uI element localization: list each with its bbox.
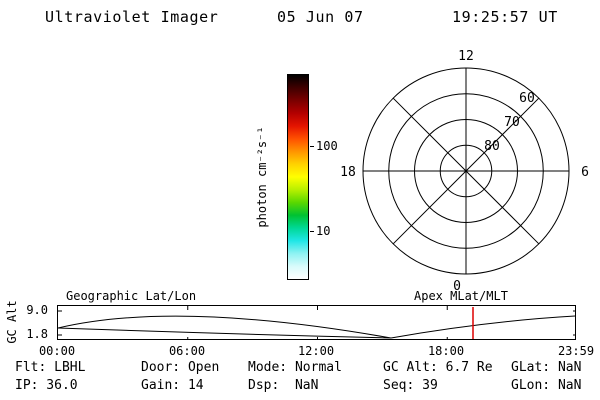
status-door: Door: Open: [141, 360, 220, 375]
status-gain: Gain: 14: [141, 378, 204, 393]
mlt-label-6: 6: [581, 165, 589, 180]
colorbar: [287, 74, 309, 280]
colorbar-tick-label-10: 10: [316, 224, 331, 238]
x-tick-0600: 06:00: [168, 344, 206, 358]
status-ip: IP: 36.0: [15, 378, 78, 393]
lat-label-70: 70: [504, 115, 520, 130]
lat-label-60: 60: [519, 91, 535, 106]
status-glat: GLat: NaN: [511, 360, 582, 375]
header-date: 05 Jun 07: [277, 8, 364, 26]
polar-plot: 12 18 6 0 60 70 80: [340, 49, 589, 294]
colorbar-tick-mark-100: [310, 146, 314, 147]
status-gc-alt: GC Alt: 6.7 Re: [383, 360, 493, 375]
header-time: 19:25:57 UT: [452, 8, 558, 26]
strip-y-tick-bottom: 1.8: [26, 327, 48, 341]
x-tick-0000: 00:00: [38, 344, 76, 358]
gc-alt-curve: [58, 315, 575, 339]
strip-axis-ticks: [58, 306, 575, 339]
polar-spoke-diagonal-2: [392, 97, 540, 245]
colorbar-tick-label-100: 100: [316, 139, 338, 153]
colorbar-units-label: photon cm⁻²s⁻¹: [255, 126, 269, 228]
status-mode: Mode: Normal: [248, 360, 342, 375]
strip-right-title: Apex MLat/MLT: [414, 289, 508, 303]
x-tick-1800: 18:00: [427, 344, 465, 358]
app-title: Ultraviolet Imager: [45, 8, 219, 26]
mlt-label-0: 0: [453, 279, 461, 294]
x-tick-1200: 12:00: [297, 344, 335, 358]
colorbar-tick-mark-10: [310, 231, 314, 232]
strip-y-tick-top: 9.0: [26, 303, 48, 317]
status-flt: Flt: LBHL: [15, 360, 86, 375]
status-dsp: Dsp: NaN: [248, 378, 319, 393]
status-seq: Seq: 39: [383, 378, 438, 393]
status-glon: GLon: NaN: [511, 378, 582, 393]
mlt-label-18: 18: [340, 165, 356, 180]
mlt-label-12: 12: [458, 49, 474, 64]
strip-chart-plot: [57, 305, 576, 340]
strip-y-axis-label: GC Alt: [5, 300, 19, 344]
lat-label-80: 80: [484, 139, 500, 154]
x-tick-2359: 23:59: [557, 344, 595, 358]
strip-left-title: Geographic Lat/Lon: [66, 289, 197, 303]
